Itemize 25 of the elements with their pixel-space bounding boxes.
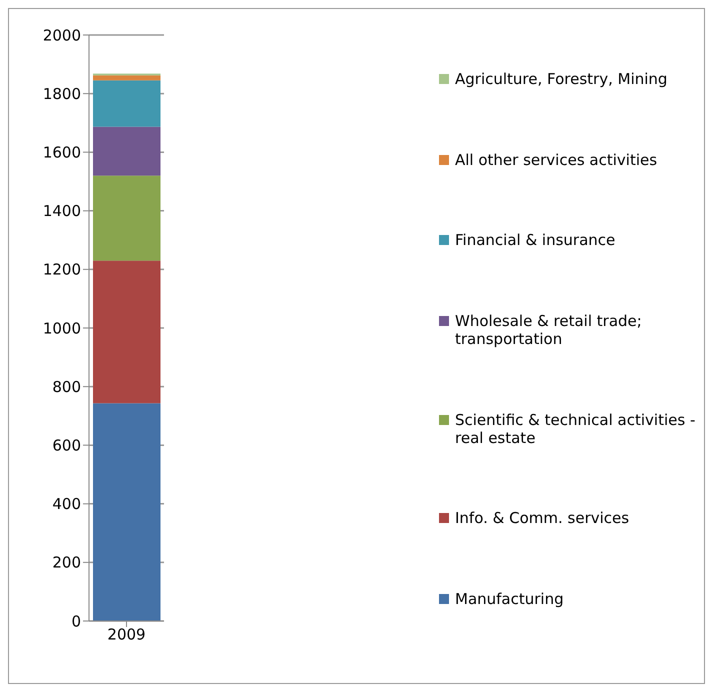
y-tick-label: 1800 (42, 84, 81, 103)
x-tick-label: 2009 (107, 626, 146, 644)
legend-label: Manufacturing (455, 590, 564, 608)
y-tick-label: 1600 (42, 144, 81, 162)
y-tick-label: 0 (71, 612, 81, 630)
legend-label: All other services activities (455, 150, 658, 169)
bar (93, 260, 160, 404)
y-tick-label: 2000 (42, 26, 81, 44)
y-tick-label: 200 (52, 554, 81, 572)
bar (93, 403, 160, 621)
y-tick-label: 1200 (42, 260, 81, 279)
bar (93, 75, 160, 80)
y-tick-label: 1000 (42, 319, 81, 338)
bar (93, 126, 160, 176)
legend-label: Wholesale & retail trade; transportation (455, 312, 643, 348)
y-tick-label: 1400 (42, 202, 81, 220)
legend-label: Agriculture, Forestry, Mining (455, 70, 668, 88)
legend-label: Info. & Comm. services (455, 509, 630, 528)
y-tick-label: 400 (52, 495, 81, 514)
legend-label: Financial & insurance (455, 231, 616, 250)
y-tick-label: 600 (52, 436, 81, 455)
bar (93, 176, 160, 261)
y-tick-label: 800 (52, 378, 81, 396)
bar (93, 80, 160, 127)
legend-label: Scientific & technical activities - real estate (455, 410, 696, 447)
